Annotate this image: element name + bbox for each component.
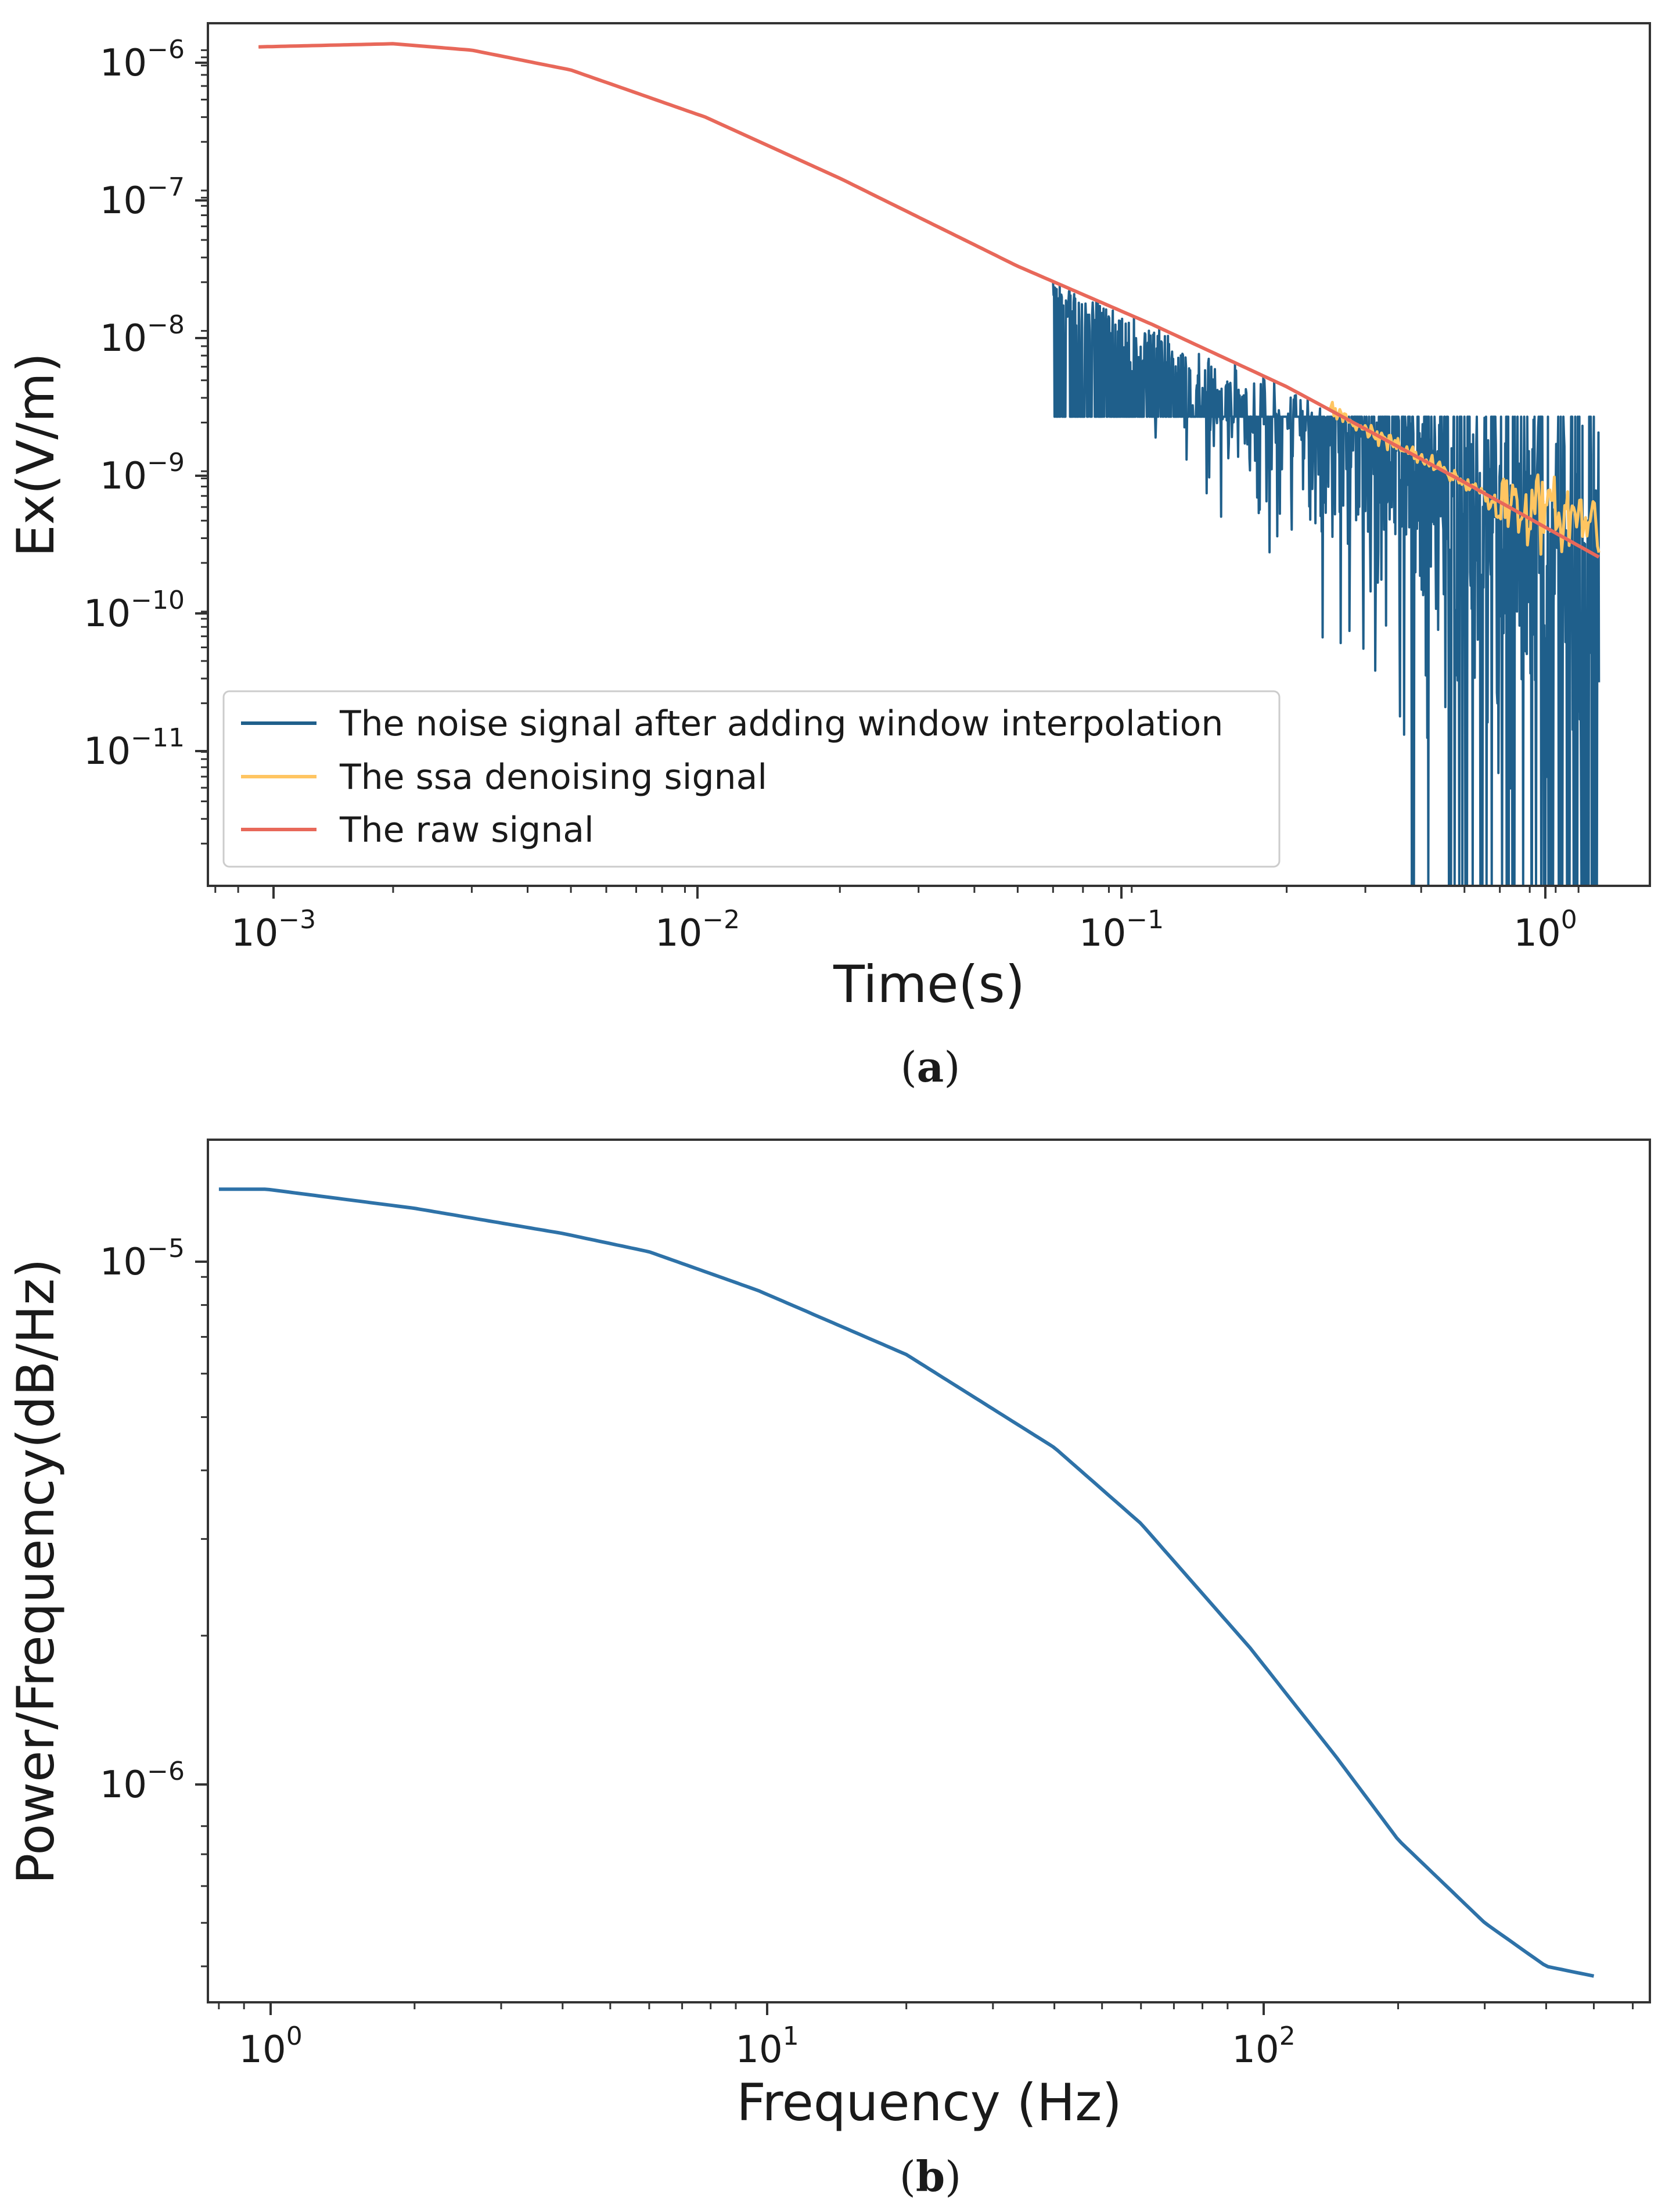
panel-b-plot-frame bbox=[207, 1139, 1651, 2003]
panel-b-ytick-label-0: 10−5 bbox=[100, 1234, 185, 1284]
panel-a-ytick-label-1: 10−7 bbox=[100, 173, 185, 222]
panel-b-xtick-label-2: 102 bbox=[1232, 2021, 1295, 2071]
legend-label-ssa: The ssa denoising signal bbox=[339, 757, 767, 798]
panel-a-y-axis-title: Ex(V/m) bbox=[6, 353, 66, 557]
panel-a-ytick-label-2: 10−8 bbox=[100, 310, 185, 360]
panel-a-x-axis-title: Time(s) bbox=[833, 954, 1025, 1014]
panel-a-x-ticks bbox=[272, 886, 1546, 899]
panel-a-y-ticks bbox=[195, 62, 208, 752]
panel-a-ytick-label-5: 10−11 bbox=[84, 723, 185, 773]
panel-a-ytick-label-0: 10−6 bbox=[100, 35, 185, 85]
panel-a-xtick-label-2: 10−1 bbox=[1079, 905, 1164, 955]
panel-b-x-ticks bbox=[269, 2002, 1265, 2015]
panel-b-y-ticks bbox=[195, 1261, 208, 1786]
panel-a-xtick-label-3: 100 bbox=[1513, 905, 1577, 955]
panel-a-plot-frame bbox=[207, 22, 1651, 887]
panel-a-legend-box bbox=[222, 690, 1281, 868]
panel-a-ytick-label-4: 10−10 bbox=[84, 586, 185, 635]
panel-b-series-0-line bbox=[218, 1187, 1595, 1978]
panel-b-xtick-label-0: 100 bbox=[239, 2021, 302, 2071]
panel-b-series bbox=[218, 1187, 1595, 1978]
panel-a-legend: The noise signal after adding window int… bbox=[222, 690, 1281, 868]
panel-b-x-axis-title: Frequency (Hz) bbox=[736, 2073, 1122, 2132]
legend-label-raw: The raw signal bbox=[339, 810, 594, 850]
legend-label-noise: The noise signal after adding window int… bbox=[339, 703, 1223, 744]
panel-a-series bbox=[258, 42, 1601, 887]
panel-a: 10−3 10−2 10−1 100 10−6 10−7 10−8 10−9 1… bbox=[6, 22, 1651, 1091]
panel-a-series-2-line bbox=[258, 42, 1600, 559]
panel-b-xtick-label-1: 101 bbox=[735, 2021, 799, 2071]
panel-b-ytick-label-1: 10−6 bbox=[100, 1757, 185, 1807]
panel-b-caption: (b) bbox=[900, 2152, 962, 2201]
panel-b: 100 101 102 10−5 10−6 Frequency (Hz) Pow… bbox=[6, 1139, 1651, 2201]
panel-a-xtick-label-1: 10−2 bbox=[655, 905, 740, 955]
panel-a-ytick-label-3: 10−9 bbox=[100, 448, 185, 498]
panel-b-y-axis-title: Power/Frequency(dB/Hz) bbox=[6, 1258, 66, 1884]
panel-a-xtick-label-0: 10−3 bbox=[231, 905, 316, 955]
panel-a-caption: (a) bbox=[901, 1042, 961, 1091]
